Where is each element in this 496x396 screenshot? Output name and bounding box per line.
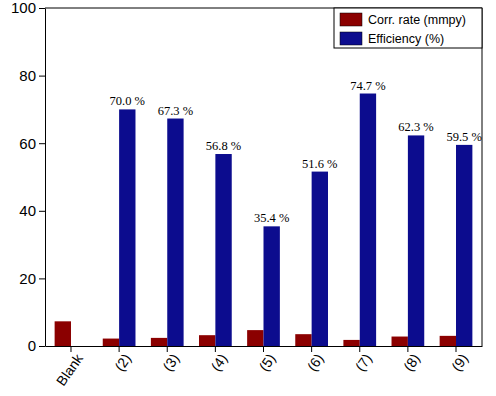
bar xyxy=(456,145,472,346)
bar xyxy=(392,337,408,346)
data-labels: 70.0 % 67.3 % 56.8 % 35.4 % 51.6 % 74.7 % 62.3… xyxy=(110,79,482,226)
bar xyxy=(295,334,311,346)
y-tick-label: 80 xyxy=(19,67,36,84)
x-axis: Blank (2) (3) (4) (5) (6) (7) (8) (9) xyxy=(46,346,483,389)
x-tick-label: (8) xyxy=(400,351,423,374)
legend-label: Efficiency (%) xyxy=(368,32,444,46)
data-label: 56.8 % xyxy=(206,139,241,153)
x-tick-mark xyxy=(215,346,216,352)
bar xyxy=(199,335,215,346)
y-tick-mark xyxy=(39,278,45,279)
y-tick-label: 0 xyxy=(28,337,36,354)
legend-box xyxy=(334,8,482,48)
y-tick-mark xyxy=(39,8,45,9)
y-tick-mark xyxy=(39,76,45,77)
x-tick-label: Blank xyxy=(53,350,87,389)
bar xyxy=(151,338,167,346)
legend: Corr. rate (mmpy) Efficiency (%) xyxy=(334,8,482,48)
bar xyxy=(360,94,376,346)
legend-label: Corr. rate (mmpy) xyxy=(368,13,466,27)
data-label: 51.6 % xyxy=(302,157,337,171)
x-tick-label: (5) xyxy=(256,351,279,374)
bar xyxy=(215,154,231,346)
x-tick-label: (6) xyxy=(304,351,327,374)
x-tick: Blank xyxy=(53,346,87,389)
plot: 0 20 40 60 80 100 Blank (2) (3) (4) (5) (6) (7) (8) (9… xyxy=(11,0,483,389)
legend-swatch xyxy=(340,13,362,26)
bar xyxy=(55,321,71,346)
bar xyxy=(408,135,424,346)
x-tick-mark xyxy=(311,346,312,352)
bar xyxy=(247,330,263,346)
y-tick: 40 xyxy=(19,202,45,219)
x-tick-label: (3) xyxy=(159,351,182,374)
x-tick-mark xyxy=(456,346,457,352)
x-tick: (3) xyxy=(159,346,182,374)
bar xyxy=(440,336,456,346)
bar xyxy=(312,172,328,346)
x-tick-label: (9) xyxy=(448,351,471,374)
y-tick-mark xyxy=(39,211,45,212)
data-label: 35.4 % xyxy=(254,211,289,225)
x-tick-label: (7) xyxy=(352,351,375,374)
x-tick-mark xyxy=(263,346,264,352)
data-label: 74.7 % xyxy=(350,79,385,93)
y-tick: 0 xyxy=(28,337,45,354)
y-tick: 100 xyxy=(11,0,45,16)
bar xyxy=(103,339,119,346)
x-tick-mark xyxy=(119,346,120,352)
data-label: 67.3 % xyxy=(158,104,193,118)
bar xyxy=(264,226,280,346)
x-tick-mark xyxy=(407,346,408,352)
x-tick: (8) xyxy=(400,346,423,374)
y-tick-mark xyxy=(39,143,45,144)
x-tick: (2) xyxy=(111,346,134,374)
x-tick-mark xyxy=(167,346,168,352)
y-tick-label: 20 xyxy=(19,270,36,287)
data-label: 62.3 % xyxy=(398,120,433,134)
x-tick-mark xyxy=(70,346,71,352)
y-axis: 0 20 40 60 80 100 xyxy=(11,0,46,354)
y-tick: 60 xyxy=(19,135,45,152)
y-axis-line xyxy=(45,9,46,347)
y-tick-label: 60 xyxy=(19,135,36,152)
data-label: 59.5 % xyxy=(446,130,481,144)
y-tick: 80 xyxy=(19,67,45,84)
legend-item: Corr. rate (mmpy) xyxy=(340,13,466,27)
x-tick: (4) xyxy=(208,346,231,374)
chart: 0 20 40 60 80 100 Blank (2) (3) (4) (5) (6) (7) (8) (9… xyxy=(0,0,496,396)
x-tick: (6) xyxy=(304,346,327,374)
frame xyxy=(482,8,483,346)
bar xyxy=(119,109,135,346)
x-tick: (7) xyxy=(352,346,375,374)
x-tick: (9) xyxy=(448,346,471,374)
y-tick-label: 40 xyxy=(19,202,36,219)
x-tick-mark xyxy=(359,346,360,352)
x-tick: (5) xyxy=(256,346,279,374)
x-tick-label: (4) xyxy=(208,351,231,374)
legend-item: Efficiency (%) xyxy=(340,32,444,46)
y-tick-label: 100 xyxy=(11,0,36,16)
bar xyxy=(167,119,183,346)
y-tick: 20 xyxy=(19,270,45,287)
data-label: 70.0 % xyxy=(110,94,145,108)
bar xyxy=(343,340,359,346)
legend-swatch xyxy=(340,32,362,45)
x-tick-label: (2) xyxy=(111,351,134,374)
bars xyxy=(55,94,473,346)
y-tick-mark xyxy=(39,346,45,347)
